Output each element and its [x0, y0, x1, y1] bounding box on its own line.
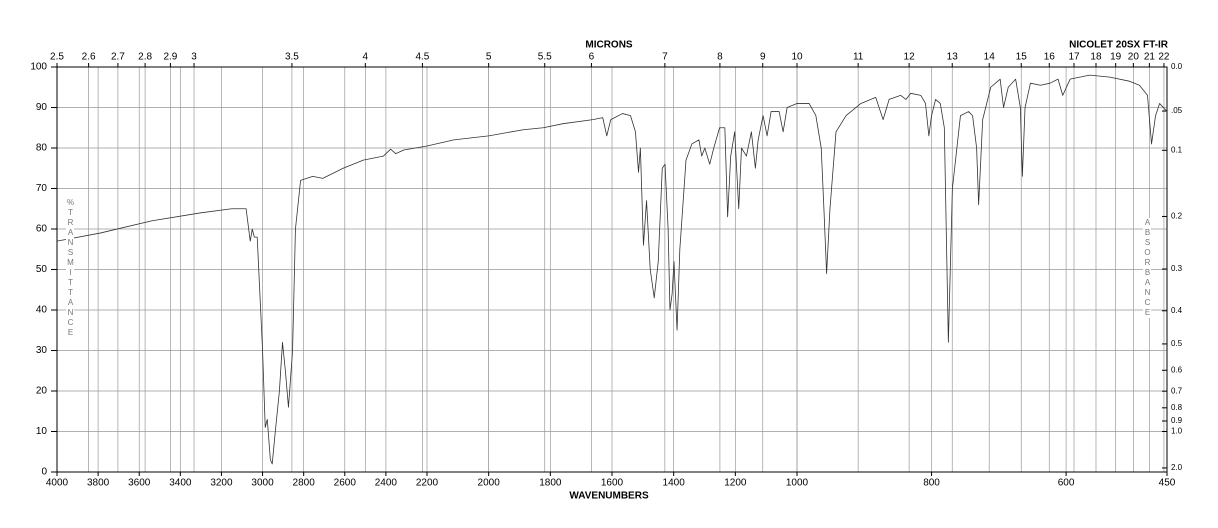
y-axis-label: %TRANSMITTANCE [66, 198, 75, 338]
x-tick-label: 4000 [46, 478, 69, 489]
x2-tick-label: 2.6 [82, 52, 96, 63]
x-tick-label: 1200 [724, 478, 747, 489]
y-tick-label: 10 [36, 426, 48, 437]
x2-tick-label: 2.7 [111, 52, 125, 63]
x2-axis-label: MICRONS [585, 40, 633, 51]
x2-tick-label: 17 [1068, 52, 1080, 63]
y-tick-label: 30 [36, 345, 48, 356]
x2-tick-label: 9 [760, 52, 766, 63]
y-tick-label: 70 [36, 183, 48, 194]
x2-tick-label: 14 [984, 52, 996, 63]
x2-tick-label: 6 [589, 52, 595, 63]
y2-tick-label: 0.4 [1171, 306, 1183, 315]
y2-tick-label: 2.0 [1171, 463, 1183, 472]
x2-tick-label: 4 [363, 52, 369, 63]
x-tick-label: 2800 [293, 478, 316, 489]
y-tick-label: 80 [36, 143, 48, 154]
y2-tick-label: .05 [1171, 106, 1183, 115]
x-tick-label: 3800 [87, 478, 110, 489]
x2-tick-label: 20 [1128, 52, 1140, 63]
y2-tick-label: 0.3 [1171, 264, 1183, 273]
y-tick-label: 0 [41, 467, 47, 478]
x2-tick-label: 18 [1090, 52, 1102, 63]
x2-tick-label: 22 [1158, 52, 1170, 63]
x2-tick-label: 3 [191, 52, 197, 63]
y-tick-label: 90 [36, 102, 48, 113]
chart-title: NICOLET 20SX FT-IR [1069, 40, 1169, 51]
x-tick-label: 1000 [786, 478, 809, 489]
x2-tick-label: 11 [853, 52, 864, 63]
y2-tick-label: 0.6 [1171, 365, 1183, 374]
y-tick-label: 40 [36, 305, 48, 316]
y-tick-label: 100 [30, 62, 47, 73]
x-tick-label: 3000 [251, 478, 274, 489]
x-tick-label: 3400 [169, 478, 192, 489]
x-tick-label: 1800 [539, 478, 562, 489]
y2-tick-label: 0.2 [1171, 212, 1183, 221]
x2-tick-label: 2.8 [138, 52, 152, 63]
x-tick-label: 800 [923, 478, 940, 489]
x2-tick-label: 8 [717, 52, 723, 63]
y2-tick-label: 0.8 [1171, 403, 1183, 412]
spectrum-line [56, 74, 1168, 465]
x-tick-label: 2400 [375, 478, 398, 489]
y2-tick-label: 0.5 [1171, 339, 1183, 348]
x-tick-label: 3200 [210, 478, 233, 489]
plot-frame [56, 66, 1168, 473]
x2-tick-label: 7 [662, 52, 668, 63]
x2-tick-label: 16 [1044, 52, 1056, 63]
y2-tick-label: 0.9 [1171, 416, 1183, 425]
x-axis-label: WAVENUMBERS [569, 491, 649, 502]
x-tick-label: 600 [1058, 478, 1075, 489]
x-tick-label: 450 [1159, 478, 1176, 489]
x2-tick-label: 4.5 [415, 52, 429, 63]
y-tick-label: 20 [36, 386, 48, 397]
x2-tick-label: 2.5 [50, 52, 64, 63]
x2-tick-label: 2.9 [163, 52, 177, 63]
x2-tick-label: 15 [1016, 52, 1028, 63]
x2-tick-label: 3.5 [285, 52, 299, 63]
y2-tick-label: 0.7 [1171, 386, 1183, 395]
x2-tick-label: 12 [904, 52, 916, 63]
y2-tick-label: 0.0 [1171, 62, 1183, 71]
x-tick-label: 2000 [478, 478, 501, 489]
x2-tick-label: 13 [947, 52, 959, 63]
x-tick-label: 3600 [128, 478, 151, 489]
y2-axis-label: ABSORBANCE [1143, 218, 1152, 318]
y-tick-label: 50 [36, 264, 48, 275]
x2-tick-label: 19 [1110, 52, 1122, 63]
y-tick-label: 60 [36, 224, 48, 235]
x2-tick-label: 10 [791, 52, 803, 63]
x-tick-label: 2200 [416, 478, 439, 489]
x-tick-label: 2600 [334, 478, 357, 489]
x-tick-label: 1400 [663, 478, 686, 489]
y2-tick-label: 0.1 [1171, 145, 1183, 154]
x2-tick-label: 5.5 [538, 52, 552, 63]
y2-tick-label: 1.0 [1171, 427, 1183, 436]
x2-tick-label: 21 [1144, 52, 1156, 63]
x-tick-label: 1600 [601, 478, 624, 489]
x2-tick-label: 5 [486, 52, 492, 63]
